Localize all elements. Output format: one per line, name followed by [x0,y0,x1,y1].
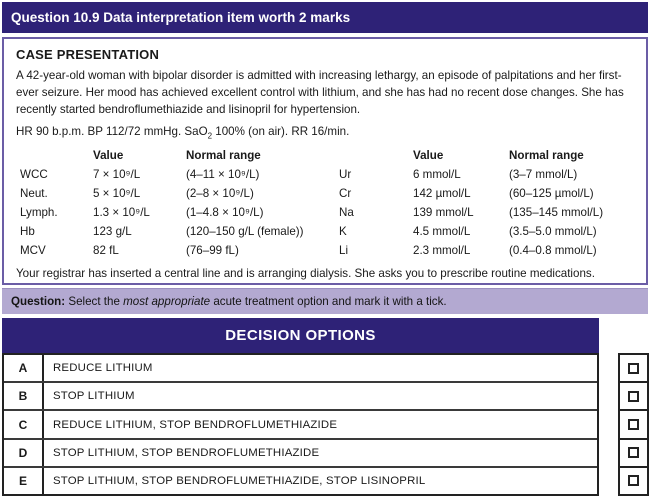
lab-value: 139 mmol/L [413,206,474,220]
question-text-italic: most appropriate [123,295,211,308]
lab-value: 5 × 10⁹/L [93,187,141,201]
option-label: STOP LITHIUM [53,390,135,403]
lab-normal-range: (120–150 g/L (female)) [186,225,304,239]
lab-normal-range: (4–11 × 10⁹/L) [186,168,260,182]
option-letter: A [4,355,44,382]
lab-name: Lymph. [20,206,58,220]
checkbox-option-a[interactable] [620,355,647,381]
decision-options-header: DECISION OPTIONS [2,318,599,353]
option-label: REDUCE LITHIUM [53,362,153,375]
checkbox-icon [628,447,639,459]
checkbox-icon [628,390,639,402]
lab-name: K [339,225,347,239]
option-letter: B [4,383,44,410]
lab-name: Neut. [20,187,48,201]
labs-header-value-right: Value [413,149,444,163]
registrar-note: Your registrar has inserted a central li… [16,267,595,281]
checkbox-option-c[interactable] [620,409,647,437]
option-label: REDUCE LITHIUM, STOP BENDROFLUMETHIAZIDE [53,418,338,431]
labs-header-empty-right [339,146,413,165]
lab-normal-range: (0.4–0.8 mmol/L) [509,244,597,258]
option-label: STOP LITHIUM, STOP BENDROFLUMETHIAZIDE, … [53,474,426,487]
labs-table: Value Normal range Value Normal range WC… [14,146,644,260]
lab-value: 6 mmol/L [413,168,461,182]
checkbox-option-b[interactable] [620,381,647,409]
lab-row: Lymph. 1.3 × 10⁹/L (1–4.8 × 10⁹/L) Na 13… [14,203,644,222]
case-presentation-heading: CASE PRESENTATION [16,47,160,62]
lab-row: WCC 7 × 10⁹/L (4–11 × 10⁹/L) Ur 6 mmol/L… [14,165,644,184]
lab-normal-range: (135–145 mmol/L) [509,206,604,220]
checkbox-icon [628,362,639,374]
option-row-b: B STOP LITHIUM [4,381,597,410]
lab-normal-range: (60–125 µmol/L) [509,187,594,201]
lab-value: 82 fL [93,244,119,258]
checkbox-column [618,353,649,496]
checkbox-icon [628,419,639,430]
labs-header-empty-left [14,146,93,165]
question-text-after-italic: acute treatment option and mark it with … [210,295,447,308]
question-header-title: Question 10.9 Data interpretation item w… [11,10,351,25]
lab-name: MCV [20,244,46,258]
lab-value: 123 g/L [93,225,132,239]
question-instruction-bar: Question: Select the most appropriate ac… [2,288,648,314]
option-row-d: D STOP LITHIUM, STOP BENDROFLUMETHIAZIDE [4,437,597,466]
lab-name: Hb [20,225,35,239]
lab-row: Neut. 5 × 10⁹/L (2–8 × 10⁹/L) Cr 142 µmo… [14,184,644,203]
option-letter: C [4,411,44,438]
lab-normal-range: (3–7 mmol/L) [509,168,578,182]
option-label: STOP LITHIUM, STOP BENDROFLUMETHIAZIDE [53,446,320,459]
lab-value: 2.3 mmol/L [413,244,471,258]
lab-normal-range: (1–4.8 × 10⁹/L) [186,206,264,220]
lab-value: 7 × 10⁹/L [93,168,141,182]
lab-name: Na [339,206,354,220]
vitals-subscript: 2 [207,131,213,141]
lab-name: Cr [339,187,352,201]
checkbox-icon [628,475,639,487]
vitals-line: HR 90 b.p.m. BP 112/72 mmHg. SaO2 100% (… [16,125,636,140]
question-text-before-italic: Select the [65,295,124,308]
lab-value: 142 µmol/L [413,187,471,201]
lab-row: MCV 82 fL (76–99 fL) Li 2.3 mmol/L (0.4–… [14,241,644,260]
labs-header-value-left: Value [93,149,124,163]
lab-normal-range: (76–99 fL) [186,244,239,258]
option-row-c: C REDUCE LITHIUM, STOP BENDROFLUMETHIAZI… [4,409,597,438]
lab-name: Ur [339,168,352,182]
option-letter: E [4,467,44,495]
checkbox-option-e[interactable] [620,465,647,494]
lab-row: Hb 123 g/L (120–150 g/L (female)) K 4.5 … [14,222,644,241]
lab-value: 1.3 × 10⁹/L [93,206,150,220]
option-row-e: E STOP LITHIUM, STOP BENDROFLUMETHIAZIDE… [4,465,597,495]
case-paragraph: A 42-year-old woman with bipolar disorde… [16,69,624,116]
question-header-bar: Question 10.9 Data interpretation item w… [2,2,648,33]
lab-name: Li [339,244,349,258]
lab-normal-range: (2–8 × 10⁹/L) [186,187,254,201]
decision-options-title: DECISION OPTIONS [225,327,376,344]
lab-value: 4.5 mmol/L [413,225,471,239]
vitals-text-after: 100% (on air). RR 16/min. [212,125,350,138]
decision-options-table: A REDUCE LITHIUM B STOP LITHIUM C REDUCE… [2,353,599,496]
checkbox-option-d[interactable] [620,437,647,466]
labs-header-row: Value Normal range Value Normal range [14,146,644,165]
option-letter: D [4,439,44,466]
lab-normal-range: (3.5–5.0 mmol/L) [509,225,597,239]
case-presentation-box: CASE PRESENTATION A 42-year-old woman wi… [2,37,648,285]
lab-name: WCC [20,168,48,182]
labs-header-range-left: Normal range [186,149,261,163]
vitals-text-before: HR 90 b.p.m. BP 112/72 mmHg. SaO [16,125,208,138]
option-row-a: A REDUCE LITHIUM [4,355,597,382]
question-label: Question: [11,295,66,308]
labs-header-range-right: Normal range [509,149,584,163]
